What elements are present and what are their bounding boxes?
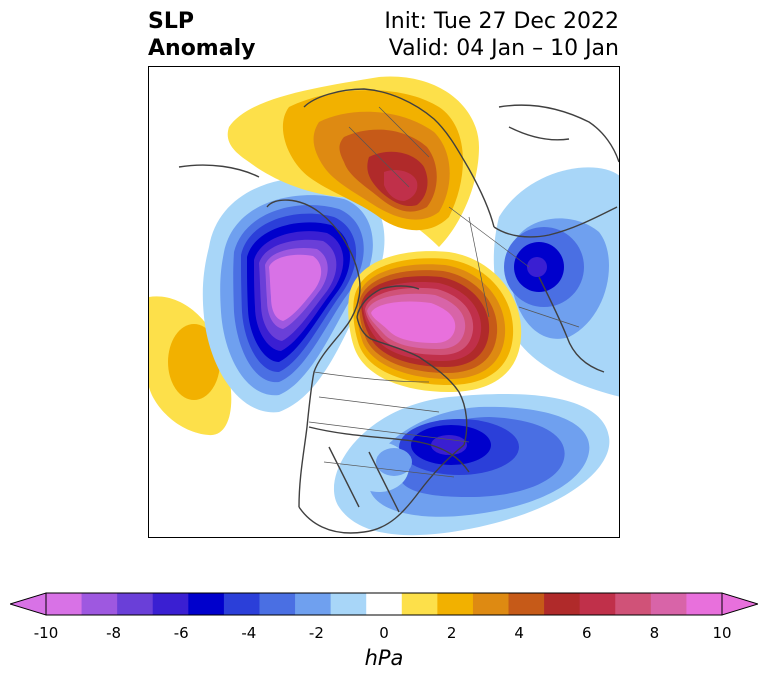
- colorbar-swatch: [437, 593, 474, 615]
- colorbar-swatch: [330, 593, 367, 615]
- asia-low: [493, 167, 619, 397]
- colorbar-tick-label: 0: [379, 624, 389, 642]
- colorbar-swatch: [81, 593, 118, 615]
- coastlines: [178, 88, 619, 534]
- map-title: SLP Anomaly: [148, 8, 255, 62]
- colorbar-swatch: [615, 593, 652, 615]
- colorbar-tick-label: -4: [241, 624, 257, 642]
- colorbar-swatch: [117, 593, 154, 615]
- colorbar: [10, 592, 758, 616]
- colorbar-unit-label: hPa: [364, 646, 404, 670]
- colorbar-swatch: [46, 593, 83, 615]
- colorbar-swatch: [579, 593, 616, 615]
- colorbar-extend-low: [10, 592, 47, 616]
- colorbar-swatch: [508, 593, 545, 615]
- colorbar-swatch: [401, 593, 438, 615]
- colorbar-tick-label: 10: [712, 624, 732, 642]
- colorbar-swatch: [295, 593, 332, 615]
- valid-range: Valid: 04 Jan – 10 Jan: [388, 36, 619, 61]
- colorbar-tick-label: 8: [649, 624, 660, 642]
- colorbar-tick-label: 4: [514, 624, 524, 642]
- colorbar-swatch: [366, 593, 403, 615]
- map-panel: [148, 66, 620, 538]
- title-field-line1: SLP: [148, 9, 194, 34]
- atlantic-low: [333, 393, 610, 536]
- arctic-high: [348, 251, 522, 392]
- north-pacific-low: [202, 177, 412, 492]
- borders: [308, 106, 580, 478]
- colorbar-tick-label: 2: [446, 624, 457, 642]
- colorbar-tick-label: 6: [582, 624, 592, 642]
- eurasia-high: [227, 76, 479, 247]
- colorbar-tick-label: -2: [308, 624, 324, 642]
- init-date: Init: Tue 27 Dec 2022: [384, 9, 619, 34]
- colorbar-border: [45, 592, 723, 616]
- colorbar-swatch: [259, 593, 296, 615]
- colorbar-swatch: [650, 593, 687, 615]
- colorbar-swatch: [472, 593, 510, 615]
- colorbar-swatch: [686, 593, 723, 615]
- title-field-line2: Anomaly: [148, 36, 256, 61]
- colorbar-tick-label: -10: [33, 624, 59, 642]
- anomaly-map: [149, 76, 619, 536]
- colorbar-swatch: [152, 593, 189, 615]
- colorbar-tick-label: -8: [106, 624, 122, 642]
- colorbar-extend-high: [721, 592, 758, 616]
- colorbar-swatch: [223, 593, 260, 615]
- colorbar-swatch: [544, 593, 581, 615]
- colorbar-swatch: [188, 593, 225, 615]
- colorbar-tick-label: -6: [173, 624, 189, 642]
- map-date-info: Init: Tue 27 Dec 2022 Valid: 04 Jan – 10…: [384, 8, 619, 62]
